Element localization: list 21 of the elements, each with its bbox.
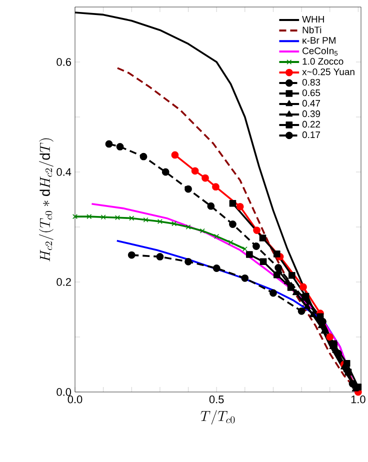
x-axis-title: $T/T_{c0}$ [200,410,235,424]
legend-label: 0.83 [302,78,320,86]
legend-label: x~0.25 Yuan [302,68,354,76]
x-tick-label: 0.0 [68,396,82,404]
legend-label: 0.47 [302,100,320,107]
x-tick-label: 0.5 [209,396,224,404]
y-tick-label: 0.0 [56,388,72,396]
y-tick-label: 0.6 [56,58,71,66]
y-axis-title: $H_{c2}/(T_{c0}*\mathrm{d}H_{c2}/\mathrm{d}T)$ [39,138,54,262]
legend-label: 0.22 [302,120,320,128]
legend-label: 0.17 [302,131,320,138]
y-tick-label: 0.4 [56,168,72,176]
x-tick-label: 1.0 [351,396,366,404]
legend-label: 1.0 Zocco [302,58,344,65]
legend-label: 0.65 [302,89,320,96]
legend-label: κ-Br PM [302,37,336,44]
y-tick-label: 0.2 [56,278,71,286]
legend-label: NbTi [302,26,322,34]
legend-label: WHH [302,16,324,22]
legend-label: CeCoIn$_{5}$ [302,47,338,56]
legend-label: 0.39 [302,110,320,118]
